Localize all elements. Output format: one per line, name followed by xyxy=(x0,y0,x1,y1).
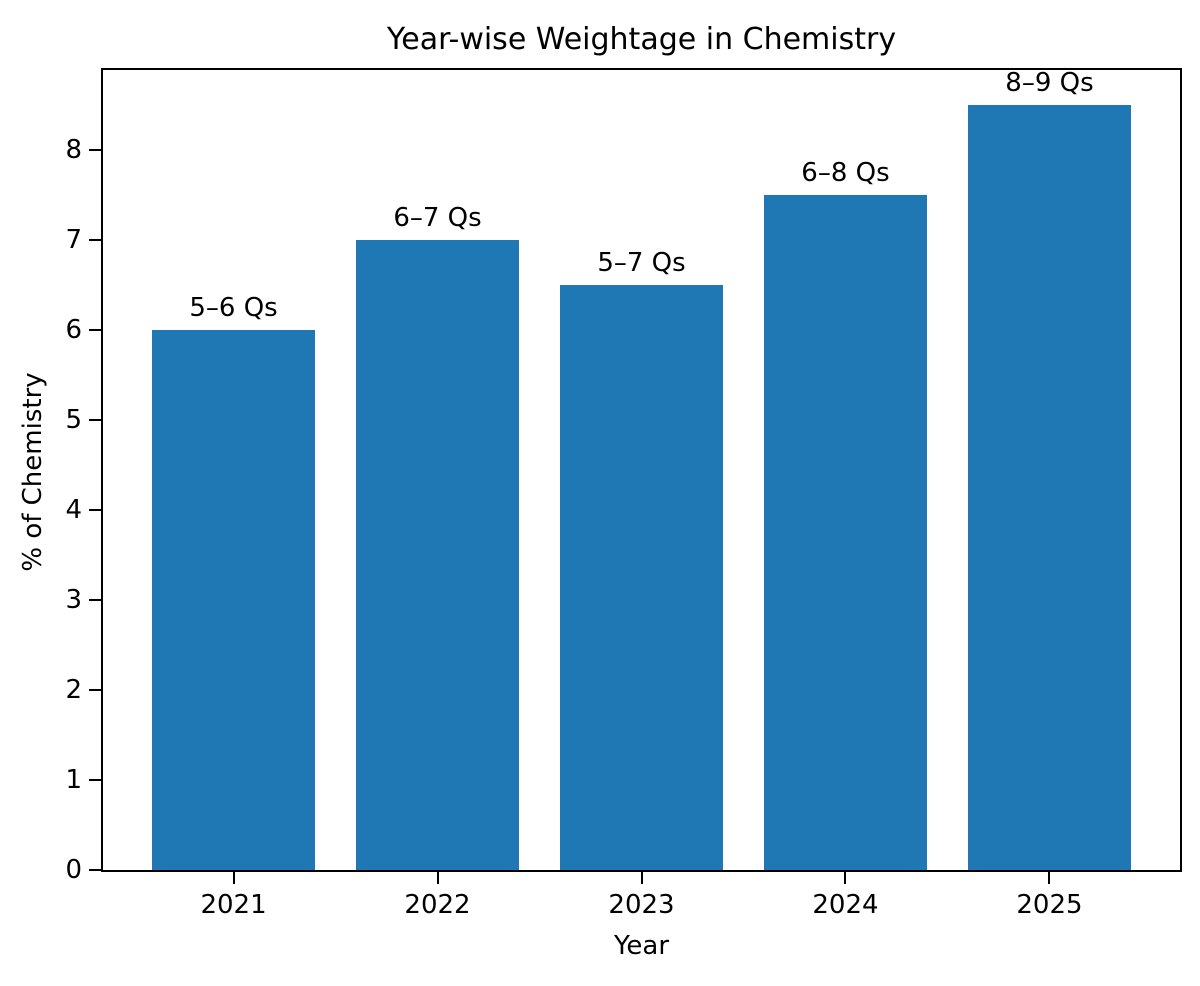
x-tick-mark xyxy=(232,872,235,884)
bar-value-label: 5–6 Qs xyxy=(189,293,278,324)
x-tick-label: 2025 xyxy=(1016,890,1083,920)
y-tick-mark xyxy=(89,599,101,602)
x-tick-mark xyxy=(436,872,439,884)
bar-2021 xyxy=(151,330,316,870)
bar-value-label: 5–7 Qs xyxy=(597,248,686,279)
bar-2024 xyxy=(763,195,928,870)
y-tick-mark xyxy=(89,419,101,422)
x-tick-mark xyxy=(1048,872,1051,884)
y-tick-label: 6 xyxy=(65,315,82,346)
y-tick-label: 4 xyxy=(65,495,82,526)
y-tick-mark xyxy=(89,509,101,512)
bar-2025 xyxy=(967,105,1132,870)
x-tick-label: 2022 xyxy=(404,890,471,920)
x-tick-label: 2021 xyxy=(200,890,267,920)
bar-value-label: 6–7 Qs xyxy=(393,203,482,234)
y-tick-label: 1 xyxy=(65,765,82,796)
x-tick-mark xyxy=(844,872,847,884)
y-tick-label: 2 xyxy=(65,675,82,706)
x-axis-label: Year xyxy=(613,931,670,961)
y-tick-label: 0 xyxy=(65,855,82,885)
y-tick-mark xyxy=(89,869,101,871)
x-tick-label: 2024 xyxy=(812,890,879,920)
y-tick-mark xyxy=(89,329,101,332)
bar-2023 xyxy=(559,285,724,870)
chart-title: Year-wise Weightage in Chemistry xyxy=(386,22,897,57)
y-tick-mark xyxy=(89,779,101,782)
y-tick-mark xyxy=(89,149,101,152)
bar-value-label: 8–9 Qs xyxy=(1005,68,1094,99)
y-tick-label: 5 xyxy=(65,405,82,436)
x-tick-mark xyxy=(640,872,643,884)
bar-value-label: 6–8 Qs xyxy=(801,158,890,189)
plot-area: 0 1 2 3 4 5 6 7 8 5–6 Qs 2021 6–7 Qs 2022 5–7 Qs 2023 6… xyxy=(65,68,1182,920)
y-tick-mark xyxy=(89,689,101,692)
bar-2022 xyxy=(355,240,520,870)
y-tick-label: 3 xyxy=(65,585,82,616)
x-tick-label: 2023 xyxy=(608,890,675,920)
y-tick-label: 8 xyxy=(65,135,82,166)
y-tick-label: 7 xyxy=(65,225,82,256)
y-axis-label: % of Chemistry xyxy=(18,372,48,572)
y-tick-mark xyxy=(89,239,101,242)
